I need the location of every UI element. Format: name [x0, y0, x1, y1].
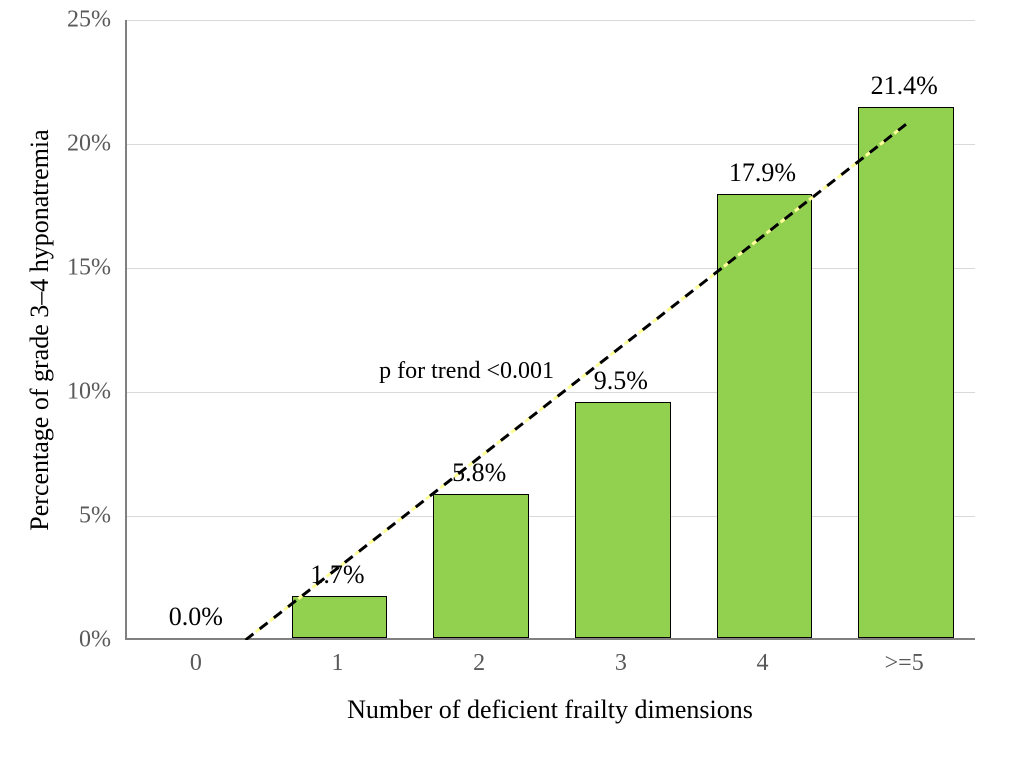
bar-value-label: 0.0% [169, 602, 223, 632]
x-tick-label: 4 [757, 650, 769, 677]
bar-value-label: 21.4% [871, 71, 938, 101]
p-trend-annotation: p for trend <0.001 [379, 358, 554, 385]
x-tick-label: 3 [615, 650, 627, 677]
x-axis-title: Number of deficient frailty dimensions [347, 695, 753, 725]
bar [292, 596, 388, 638]
gridline [127, 392, 975, 393]
x-tick-label: 0 [190, 650, 202, 677]
x-tick-label: 1 [332, 650, 344, 677]
y-axis-title: Percentage of grade 3–4 hyponatremia [25, 129, 55, 530]
bar [717, 194, 813, 638]
bar [433, 494, 529, 638]
bar [858, 107, 954, 638]
gridline [127, 20, 975, 21]
gridline [127, 144, 975, 145]
bar-value-label: 9.5% [594, 366, 648, 396]
x-tick-label: 2 [473, 650, 485, 677]
gridline [127, 516, 975, 517]
chart-container: Percentage of grade 3–4 hyponatremia Num… [0, 0, 1020, 763]
x-tick-label: >=5 [885, 650, 924, 677]
bar-value-label: 17.9% [729, 158, 796, 188]
bar-value-label: 5.8% [452, 458, 506, 488]
trend-line [127, 20, 977, 640]
bar-value-label: 1.7% [310, 560, 364, 590]
bar [575, 402, 671, 638]
gridline [127, 268, 975, 269]
plot-area [125, 20, 975, 640]
